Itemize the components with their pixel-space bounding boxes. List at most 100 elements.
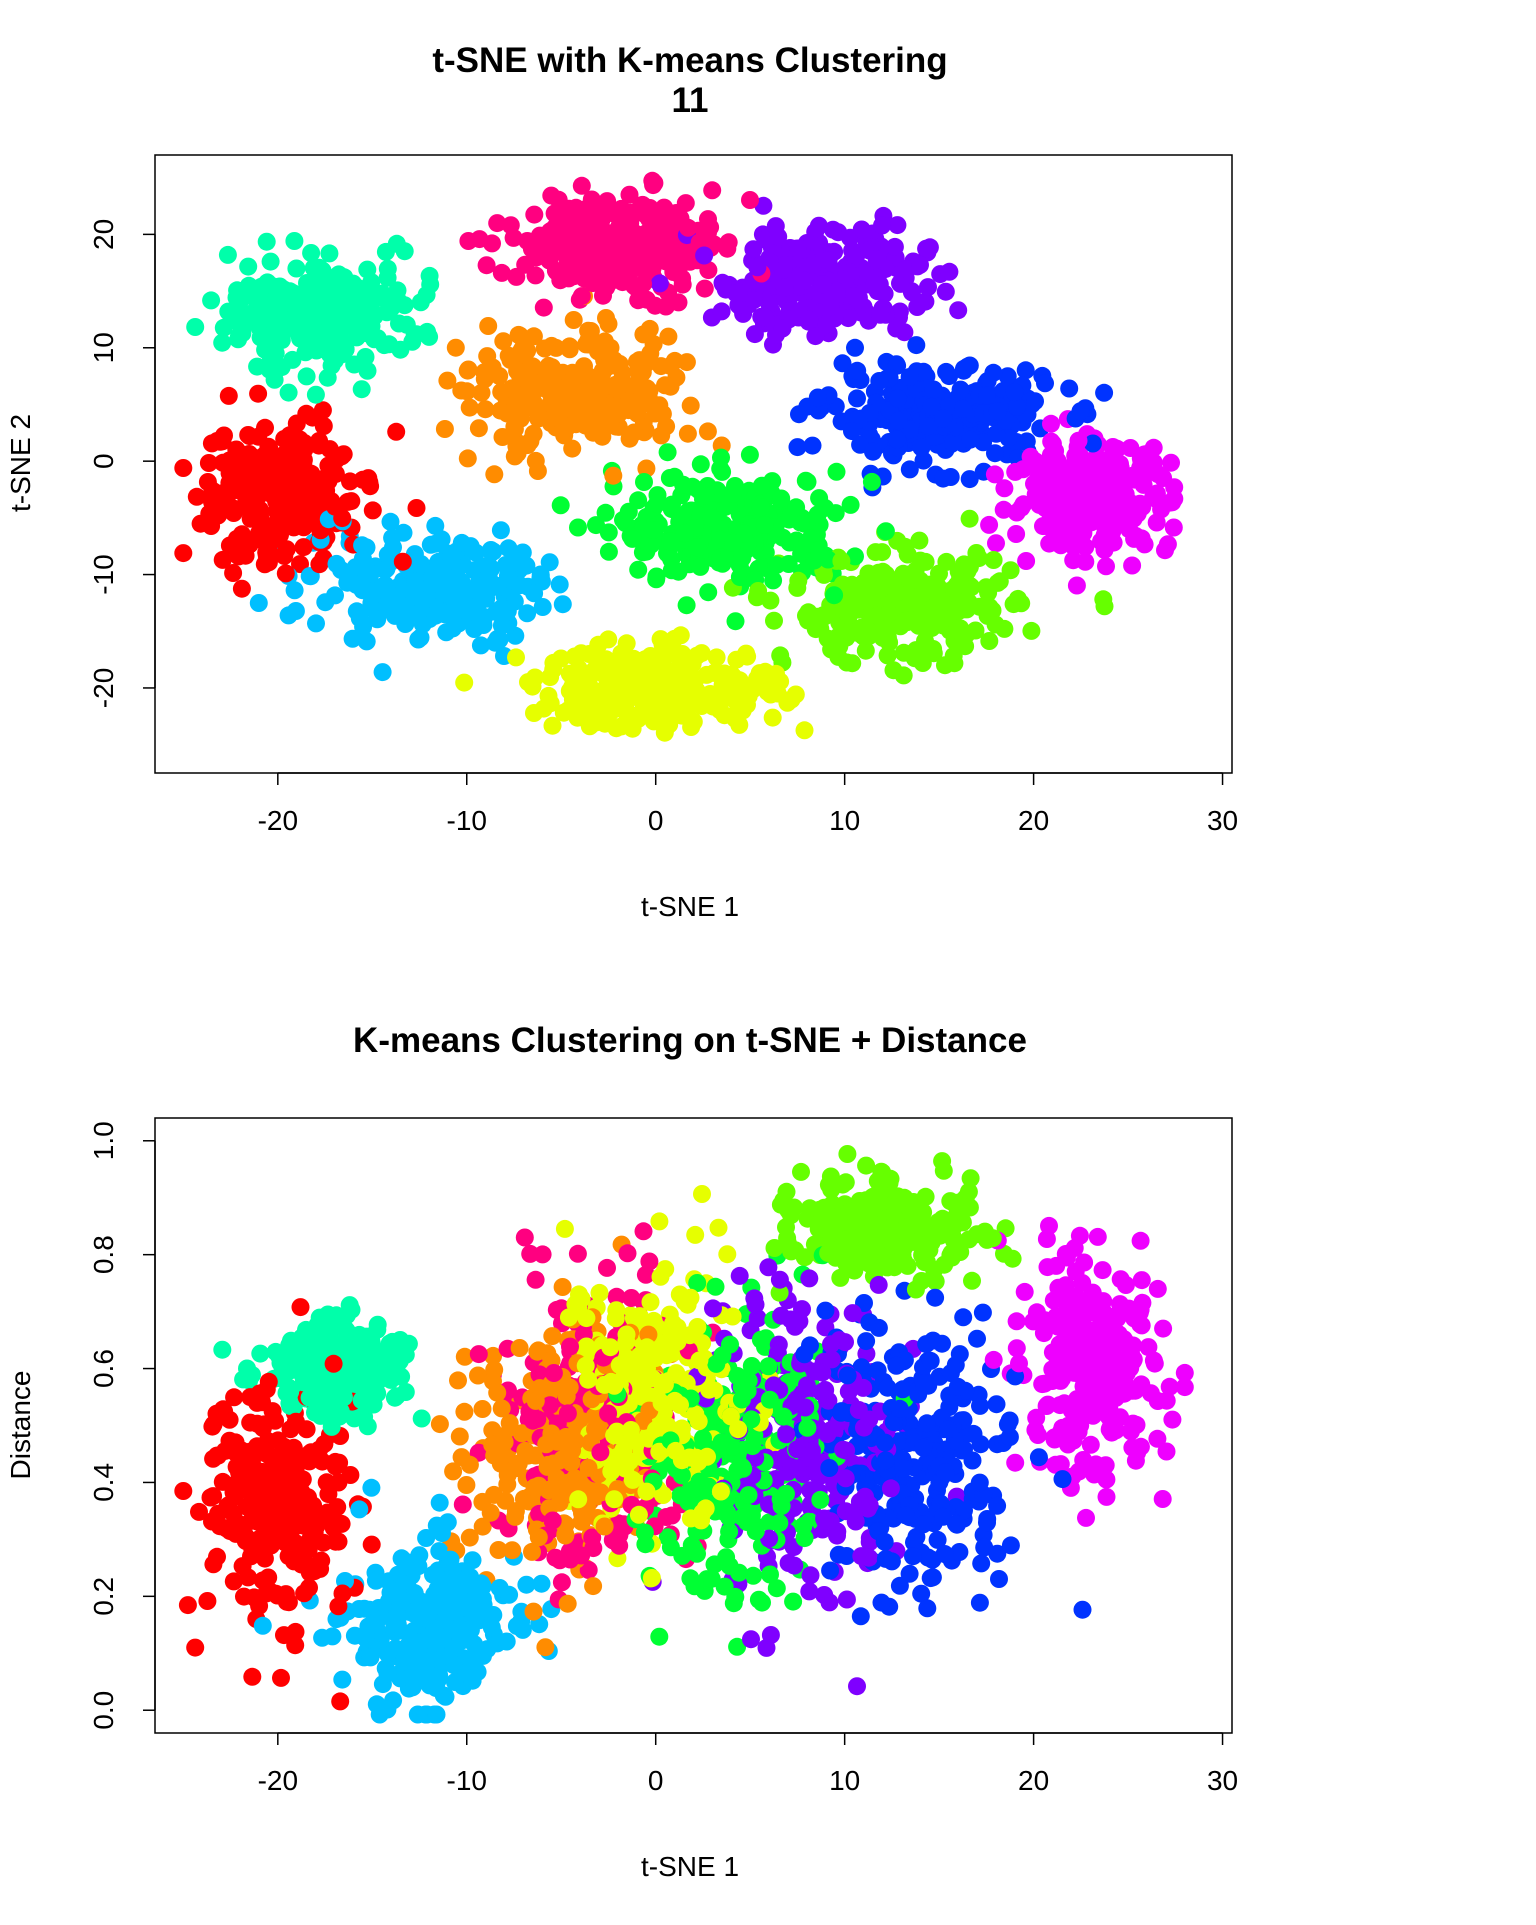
data-point-cluster-9	[600, 543, 618, 561]
data-point-cluster-9	[924, 1568, 942, 1586]
data-point-cluster-4	[476, 370, 494, 388]
data-point-cluster-5	[578, 231, 596, 249]
data-point-cluster-6	[868, 250, 886, 268]
data-point-cluster-4	[598, 412, 616, 430]
data-point-cluster-7	[650, 1628, 668, 1646]
data-point-cluster-6	[871, 306, 889, 324]
data-point-cluster-10	[980, 632, 998, 650]
data-point-cluster-10	[765, 612, 783, 630]
data-point-cluster-2	[239, 258, 257, 276]
data-point-cluster-7	[795, 1517, 813, 1535]
data-point-cluster-10	[911, 552, 929, 570]
data-point-cluster-1	[295, 1584, 313, 1602]
data-point-cluster-2	[418, 286, 436, 304]
data-point-cluster-1	[208, 432, 226, 450]
data-point-cluster-7	[978, 387, 996, 405]
data-point-cluster-9	[947, 1356, 965, 1374]
data-point-cluster-1	[198, 1592, 216, 1610]
data-point-cluster-2	[334, 289, 352, 307]
data-point-cluster-2	[376, 290, 394, 308]
data-point-cluster-1	[260, 1446, 278, 1464]
data-point-cluster-1	[256, 419, 274, 437]
data-point-cluster-9	[988, 1395, 1006, 1413]
data-point-cluster-11	[544, 661, 562, 679]
data-point-cluster-4	[641, 320, 659, 338]
data-point-cluster-3	[426, 517, 444, 535]
data-point-cluster-2	[305, 305, 323, 323]
data-point-cluster-3	[508, 1617, 526, 1635]
data-point-cluster-3	[358, 632, 376, 650]
data-point-cluster-6	[651, 274, 669, 292]
data-point-cluster-11	[1148, 1430, 1166, 1448]
data-point-cluster-4	[470, 419, 488, 437]
data-point-cluster-3	[482, 560, 500, 578]
data-point-cluster-5	[549, 232, 567, 250]
data-point-cluster-6	[776, 279, 794, 297]
data-point-cluster-7	[940, 367, 958, 385]
data-point-cluster-7	[843, 422, 861, 440]
data-point-cluster-10	[867, 543, 885, 561]
data-point-cluster-6	[744, 240, 762, 258]
data-point-cluster-8	[704, 1299, 722, 1317]
data-point-cluster-1	[235, 536, 253, 554]
scatter-points	[174, 1145, 1194, 1724]
data-point-cluster-1	[174, 459, 192, 477]
data-point-cluster-5	[573, 177, 591, 195]
data-point-cluster-6	[695, 247, 713, 265]
data-point-cluster-4	[645, 335, 663, 353]
data-point-cluster-8	[1165, 519, 1183, 537]
data-point-cluster-7	[1017, 361, 1035, 379]
data-point-cluster-10	[945, 647, 963, 665]
data-point-cluster-1	[387, 423, 405, 441]
data-point-cluster-4	[494, 428, 512, 446]
data-point-cluster-6	[774, 320, 792, 338]
data-point-cluster-1	[243, 1668, 261, 1686]
y-tick-label: 10	[88, 332, 119, 363]
data-point-cluster-2	[307, 386, 325, 404]
data-point-cluster-9	[620, 503, 638, 521]
data-point-cluster-7	[984, 364, 1002, 382]
data-point-cluster-6	[556, 1220, 574, 1238]
data-point-cluster-3	[353, 536, 371, 554]
data-point-cluster-7	[789, 438, 807, 456]
data-point-cluster-8	[1097, 557, 1115, 575]
data-point-cluster-7	[944, 433, 962, 451]
data-point-cluster-6	[756, 308, 774, 326]
data-point-cluster-11	[654, 643, 672, 661]
data-point-cluster-9	[678, 596, 696, 614]
data-point-cluster-2	[345, 356, 363, 374]
data-point-cluster-4	[459, 362, 477, 380]
data-point-cluster-1	[282, 432, 300, 450]
data-point-cluster-9	[741, 446, 759, 464]
data-point-cluster-9	[629, 561, 647, 579]
data-point-cluster-7	[901, 460, 919, 478]
data-point-cluster-6	[917, 240, 935, 258]
data-point-cluster-2	[298, 367, 316, 385]
data-point-cluster-1	[364, 501, 382, 519]
data-point-cluster-8	[1159, 535, 1177, 553]
data-point-cluster-1	[302, 1530, 320, 1548]
data-point-cluster-11	[764, 709, 782, 727]
data-point-cluster-8	[995, 479, 1013, 497]
data-point-cluster-10	[991, 572, 1009, 590]
data-point-cluster-2	[421, 267, 439, 285]
data-point-cluster-2	[280, 384, 298, 402]
chart-title: K-means Clustering on t-SNE + Distance	[353, 1021, 1027, 1060]
data-point-cluster-2	[256, 341, 274, 359]
data-point-cluster-4	[529, 462, 547, 480]
data-point-cluster-11	[607, 677, 625, 695]
data-point-cluster-10	[880, 605, 898, 623]
data-point-cluster-3	[409, 631, 427, 649]
data-point-cluster-5	[640, 1253, 658, 1271]
data-point-cluster-1	[261, 517, 279, 535]
data-point-cluster-4	[540, 357, 558, 375]
data-point-cluster-7	[954, 400, 972, 418]
data-point-cluster-5	[478, 256, 496, 274]
y-tick-label: -20	[88, 668, 119, 708]
data-point-cluster-5	[622, 1289, 640, 1307]
data-point-cluster-9	[1002, 1536, 1020, 1554]
data-point-cluster-9	[825, 586, 843, 604]
data-point-cluster-3	[453, 573, 471, 591]
data-point-cluster-4	[509, 444, 527, 462]
data-point-cluster-8	[1064, 551, 1082, 569]
